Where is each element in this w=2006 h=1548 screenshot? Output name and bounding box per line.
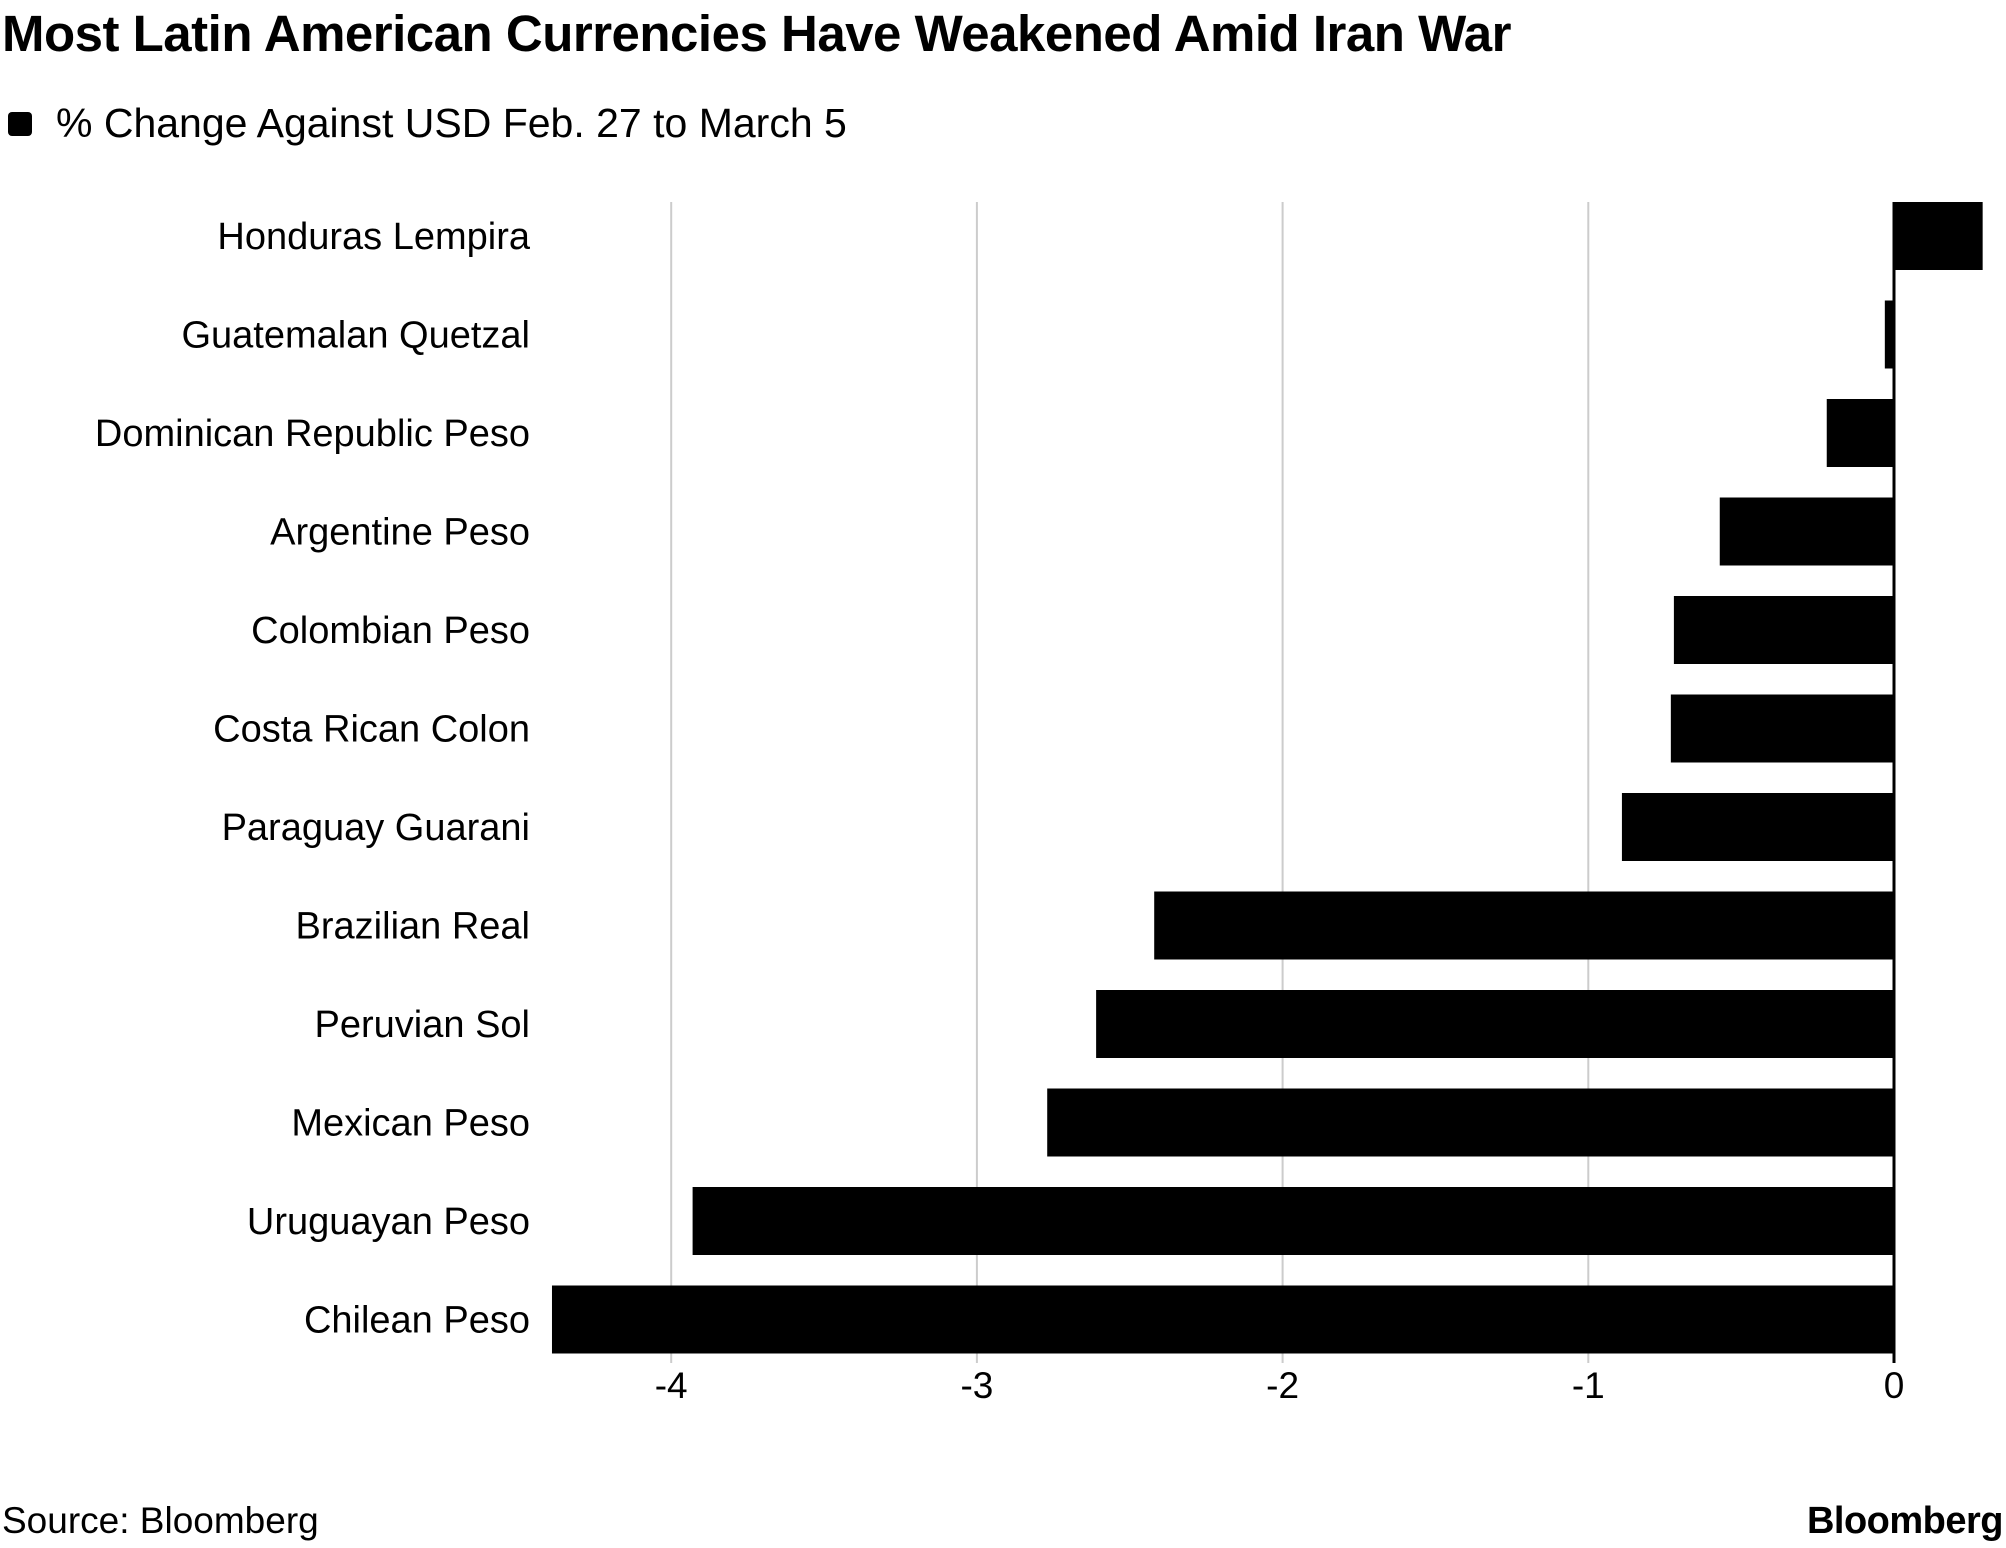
legend: % Change Against USD Feb. 27 to March 5 — [8, 100, 847, 147]
bar — [1154, 891, 1894, 960]
category-label: Mexican Peso — [291, 1103, 530, 1145]
x-tick-label: -4 — [655, 1365, 688, 1406]
bar — [1673, 596, 1894, 664]
bar — [1096, 990, 1894, 1058]
bar — [551, 1285, 1894, 1354]
category-label: Chilean Peso — [304, 1300, 530, 1342]
category-label: Paraguay Guarani — [222, 807, 530, 849]
chart-title: Most Latin American Currencies Have Weak… — [2, 5, 1512, 62]
category-label: Brazilian Real — [296, 906, 530, 948]
category-label: Argentine Peso — [270, 512, 530, 554]
x-tick-label: 0 — [1884, 1365, 1905, 1406]
category-label: Peruvian Sol — [315, 1004, 530, 1046]
source-note: Source: Bloomberg — [2, 1500, 319, 1541]
category-label: Colombian Peso — [251, 610, 530, 652]
category-label: Dominican Republic Peso — [95, 413, 530, 455]
bloomberg-logo: Bloomberg — [1806, 1500, 2004, 1542]
bar — [1047, 1088, 1894, 1157]
category-label: Uruguayan Peso — [247, 1201, 530, 1243]
bar — [1884, 300, 1894, 369]
x-tick-label: -2 — [1266, 1365, 1299, 1406]
bar — [1894, 202, 1983, 270]
bar — [1670, 694, 1894, 763]
legend-swatch — [8, 111, 32, 136]
bar — [1719, 497, 1894, 566]
x-tick-label: -1 — [1572, 1365, 1605, 1406]
bar — [692, 1187, 1894, 1255]
category-label: Costa Rican Colon — [213, 709, 530, 751]
legend-label: % Change Against USD Feb. 27 to March 5 — [56, 100, 847, 146]
bar — [1621, 793, 1894, 861]
bar — [1826, 399, 1894, 467]
category-label: Guatemalan Quetzal — [181, 315, 530, 357]
category-label: Honduras Lempira — [217, 216, 530, 258]
x-tick-label: -3 — [960, 1365, 993, 1406]
